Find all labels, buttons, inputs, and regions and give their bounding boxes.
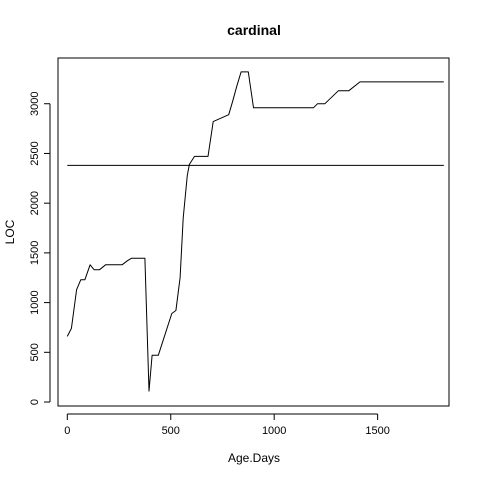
y-axis: 0 500 1000 1500 2000 2500 3000 bbox=[29, 91, 51, 405]
series-layer bbox=[66, 71, 444, 392]
x-tick-label: 1000 bbox=[262, 425, 286, 437]
x-tick-label: 500 bbox=[162, 425, 180, 437]
y-axis-label: LOC bbox=[3, 219, 17, 244]
y-tick-label: 3000 bbox=[29, 91, 41, 115]
x-axis-label: Age.Days bbox=[228, 451, 280, 465]
y-tick-label: 2500 bbox=[29, 141, 41, 165]
plot-frame bbox=[57, 57, 450, 407]
y-tick-label: 2000 bbox=[29, 191, 41, 215]
y-tick-label: 1000 bbox=[29, 290, 41, 314]
y-tick-label: 0 bbox=[29, 399, 41, 405]
y-tick-label: 500 bbox=[29, 343, 41, 361]
chart-title: cardinal bbox=[227, 22, 281, 38]
loc-series-line bbox=[66, 71, 444, 392]
x-tick-label: 0 bbox=[64, 425, 70, 437]
y-tick-label: 1500 bbox=[29, 241, 41, 265]
x-axis: 0 500 1000 1500 bbox=[64, 413, 390, 437]
x-tick-label: 1500 bbox=[365, 425, 389, 437]
